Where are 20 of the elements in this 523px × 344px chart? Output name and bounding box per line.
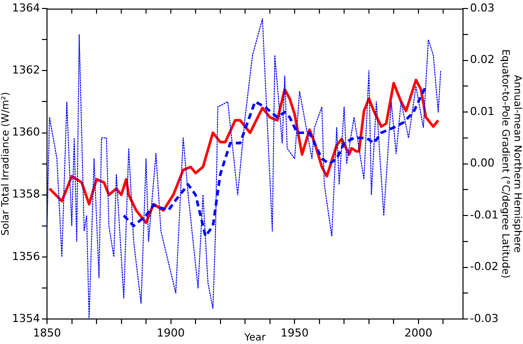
y2-tick-label: 0.03 bbox=[470, 1, 494, 14]
x-tick-label: 1850 bbox=[33, 326, 61, 340]
y-tick-label: 1364 bbox=[12, 1, 40, 14]
y2-axis-title: Annual-mean Northern Hemisphere Equator-to-Pole Gradient (°C/degree Latitude) bbox=[499, 49, 522, 279]
y2-tick-label: -0.01 bbox=[470, 208, 498, 222]
x-tick-label: 1950 bbox=[280, 326, 309, 340]
y2-tick-label: 0.00 bbox=[470, 156, 494, 170]
x-tick-label: 1900 bbox=[156, 326, 185, 340]
x-axis-title: Year bbox=[243, 332, 266, 344]
y2-tick-label: -0.03 bbox=[470, 312, 498, 325]
y-tick-label: 1354 bbox=[12, 312, 40, 325]
y-tick-label: 1360 bbox=[12, 126, 40, 139]
y-tick-label: 1362 bbox=[12, 64, 40, 77]
y-tick-label: 1356 bbox=[12, 250, 40, 263]
y2-tick-label: 0.01 bbox=[470, 104, 494, 118]
y-axis-title: Solar Total Irradiance (W/m²) bbox=[0, 92, 12, 236]
x-tick-label: 2000 bbox=[404, 326, 432, 340]
y2-tick-label: 0.02 bbox=[470, 53, 494, 66]
y2-tick-label: -0.02 bbox=[470, 260, 498, 274]
y-tick-label: 1358 bbox=[12, 188, 40, 201]
